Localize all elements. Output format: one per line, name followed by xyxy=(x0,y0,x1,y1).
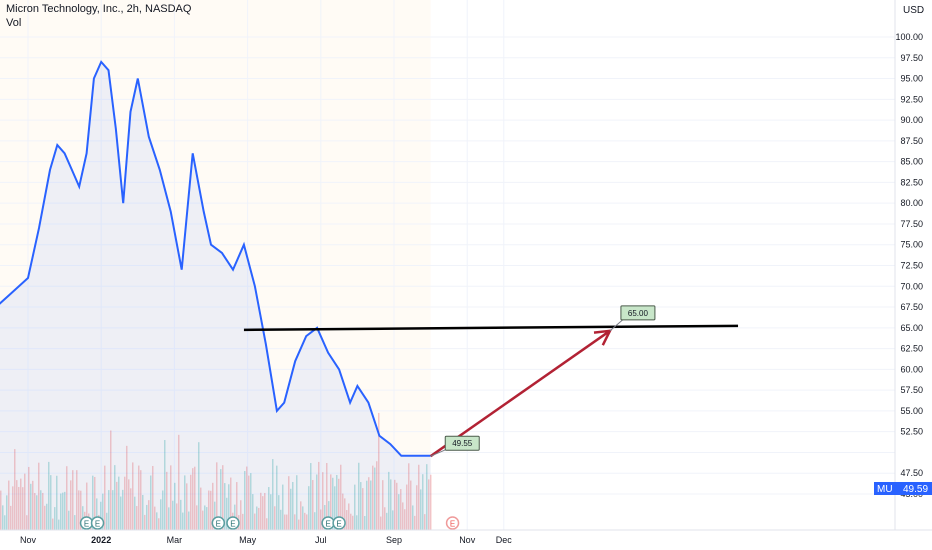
price-tick-label: 67.50 xyxy=(900,302,923,312)
price-tick-label: 72.50 xyxy=(900,261,923,271)
price-tick-label: 47.50 xyxy=(900,468,923,478)
time-tick-label: 2022 xyxy=(91,535,111,545)
price-tick-label: 57.50 xyxy=(900,385,923,395)
time-axis[interactable]: Nov 2022 Mar May Jul Sep Nov Dec xyxy=(20,535,512,545)
resistance-line[interactable] xyxy=(243,324,739,332)
price-label-text: 49.55 xyxy=(452,439,473,448)
price-tick-label: 65.00 xyxy=(900,323,923,333)
price-tick-label: 60.00 xyxy=(900,364,923,374)
earnings-marker-label: E xyxy=(230,520,235,529)
volume-label: Vol xyxy=(6,17,22,29)
price-tick-label: 97.50 xyxy=(900,53,923,63)
earnings-marker-label: E xyxy=(325,520,330,529)
price-tick-label: 52.50 xyxy=(900,427,923,437)
currency-label: USD xyxy=(903,5,924,16)
price-tick-label: 75.00 xyxy=(900,240,923,250)
price-axis-background xyxy=(895,0,932,550)
price-tick-label: 77.50 xyxy=(900,219,923,229)
current-price-tag xyxy=(874,482,932,495)
time-tick-label: Sep xyxy=(386,535,402,545)
price-line xyxy=(0,60,431,457)
grid-lines xyxy=(0,0,895,530)
time-tick-label: Nov xyxy=(459,535,476,545)
time-tick-label: Mar xyxy=(167,535,183,545)
price-tick-label: 85.00 xyxy=(900,157,923,167)
price-tick-label: 82.50 xyxy=(900,177,923,187)
earnings-marker[interactable] xyxy=(445,516,460,530)
price-tick-label: 55.00 xyxy=(900,406,923,416)
chart-title: Micron Technology, Inc., 2h, NASDAQ xyxy=(6,3,192,15)
price-area xyxy=(0,61,431,530)
earnings-marker-label: E xyxy=(84,520,89,529)
price-tick-label: 80.00 xyxy=(900,198,923,208)
price-tick-label: 70.00 xyxy=(900,281,923,291)
volume-bars xyxy=(0,412,432,530)
price-tick-label: 90.00 xyxy=(900,115,923,125)
earnings-marker[interactable] xyxy=(211,516,226,530)
earnings-marker[interactable] xyxy=(332,516,346,530)
price-tick-label: 92.50 xyxy=(900,94,923,104)
price-label-text: 65.00 xyxy=(628,309,649,318)
earnings-marker[interactable] xyxy=(90,516,105,530)
time-tick-label: Dec xyxy=(496,535,513,545)
time-tick-label: May xyxy=(239,535,257,545)
earnings-marker-label: E xyxy=(336,520,341,529)
time-tick-label: Nov xyxy=(20,535,37,545)
earnings-marker[interactable] xyxy=(226,516,240,530)
price-tick-label: 87.50 xyxy=(900,136,923,146)
earnings-marker-label: E xyxy=(216,520,221,529)
time-tick-label: Jul xyxy=(315,535,327,545)
earnings-marker-label: E xyxy=(95,520,100,529)
price-axis[interactable]: 45.0047.5052.5055.0057.5060.0062.5065.00… xyxy=(895,32,923,499)
price-tick-label: 62.50 xyxy=(900,344,923,354)
current-price-symbol: MU xyxy=(877,484,893,495)
current-price-value: 49.59 xyxy=(903,484,928,495)
price-tick-label: 100.00 xyxy=(895,32,923,42)
price-labels: 49.55 65.00 xyxy=(430,305,656,457)
earnings-marker-label: E xyxy=(450,520,455,529)
price-tick-label: 95.00 xyxy=(900,74,923,84)
